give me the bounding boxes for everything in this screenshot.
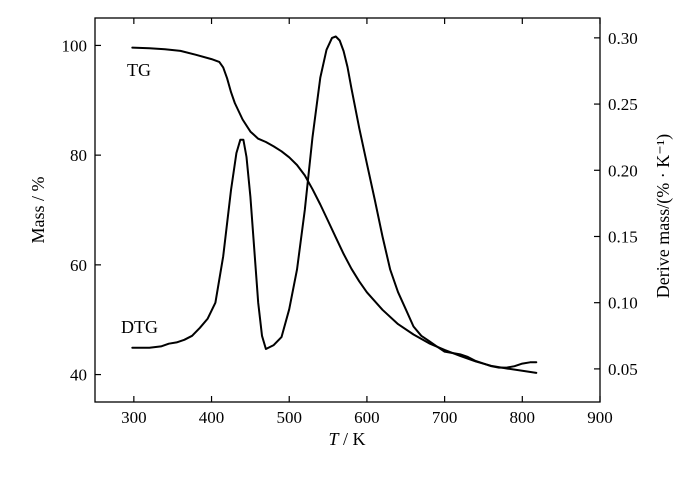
x-tick-label: 900 — [587, 408, 613, 427]
y-left-axis-ticks: 40 60 80 100 — [62, 36, 101, 385]
x-tick-label: 300 — [121, 408, 147, 427]
y-right-tick-label: 0.05 — [608, 360, 638, 379]
x-axis-ticks: 300 400 500 600 700 800 900 — [121, 18, 613, 427]
y-right-tick-label: 0.30 — [608, 29, 638, 48]
y-right-axis-ticks: 0.05 0.10 0.15 0.20 0.25 0.30 — [594, 29, 638, 379]
x-tick-label: 800 — [510, 408, 536, 427]
x-axis-title-unit: / K — [339, 429, 366, 449]
y-right-axis-title: Derive mass/(% · K⁻¹) — [653, 134, 674, 298]
y-left-tick-label: 100 — [62, 36, 88, 55]
y-left-tick-label: 60 — [70, 256, 87, 275]
x-axis-title: T / K — [328, 429, 365, 449]
y-right-tick-label: 0.20 — [608, 161, 638, 180]
y-left-tick-label: 40 — [70, 366, 87, 385]
series-label-dtg: DTG — [121, 317, 158, 337]
x-axis-title-variable: T — [328, 429, 340, 449]
y-left-axis-title: Mass / % — [28, 176, 48, 243]
y-right-tick-label: 0.25 — [608, 95, 638, 114]
series-line-tg — [131, 46, 538, 374]
y-right-tick-label: 0.15 — [608, 227, 638, 246]
series-line-dtg — [131, 35, 538, 369]
series-label-tg: TG — [127, 60, 151, 80]
y-right-tick-label: 0.10 — [608, 294, 638, 313]
x-tick-label: 400 — [199, 408, 225, 427]
plot-frame — [94, 17, 601, 403]
series-lines — [131, 35, 538, 374]
x-tick-label: 600 — [354, 408, 380, 427]
y-left-tick-label: 80 — [70, 146, 87, 165]
x-tick-label: 500 — [276, 408, 302, 427]
x-tick-label: 700 — [432, 408, 458, 427]
